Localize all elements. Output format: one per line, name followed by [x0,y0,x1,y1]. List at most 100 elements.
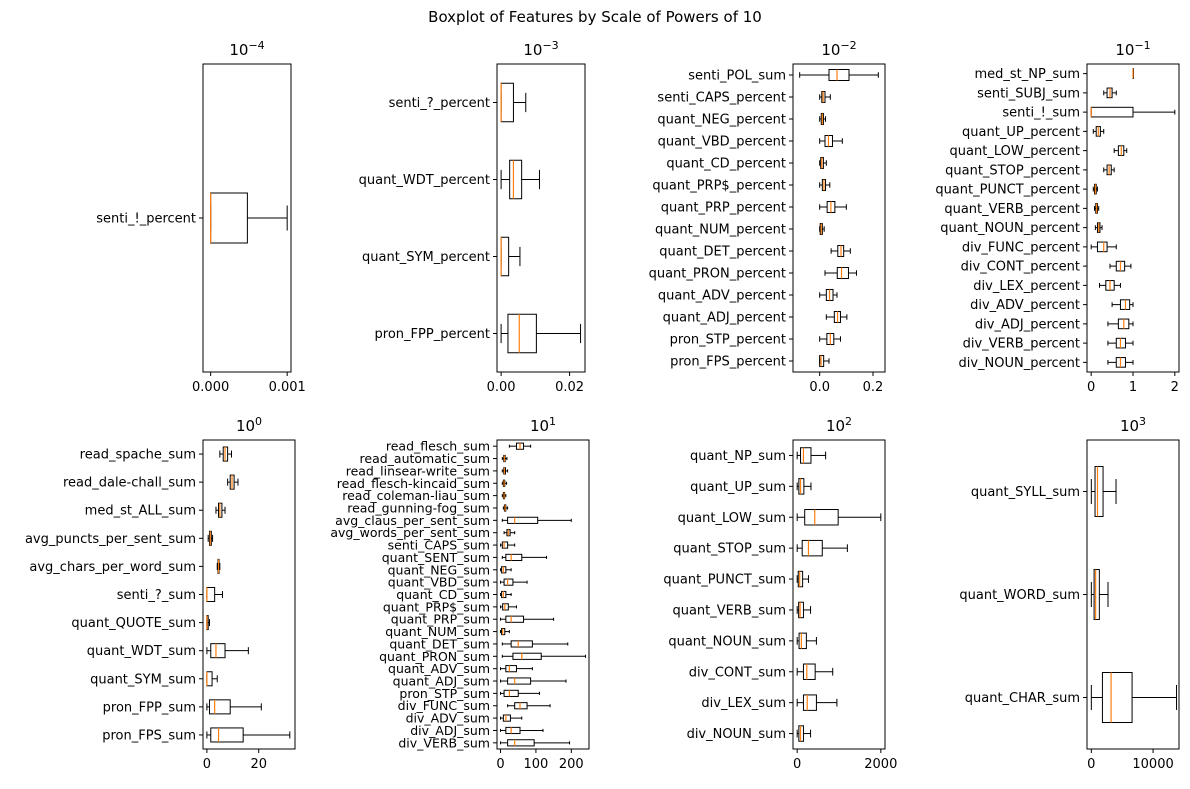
y-tick-label: quant_PRP$_sum [383,599,490,614]
y-tick-label: div_NOUN_percent [958,356,1080,371]
iqr-box [1101,672,1133,723]
iqr-box [802,663,816,680]
box-div_FUNC_percent: div_FUNC_percent [962,240,1117,255]
box-quant_NUM_percent: quant_NUM_percent [655,223,825,238]
iqr-box [512,652,542,660]
y-tick-label: div_FUNC_sum [398,698,490,713]
iqr-box [1096,241,1108,253]
box-pron_FPP_percent: pron_FPP_percent [375,313,582,354]
iqr-box [500,82,514,123]
x-tick-label: 0 [1087,757,1095,772]
y-tick-label: div_CONT_sum [689,665,786,680]
iqr-box [804,509,839,526]
x-tick-label: 0 [1087,380,1095,395]
box-pron_STP_sum: pron_STP_sum [399,686,540,701]
x-tick-label: 0 [203,757,211,772]
y-tick-label: read_dale-chall_sum [63,476,196,491]
iqr-box [797,570,804,588]
y-tick-label: div_VERB_percent [963,337,1080,352]
y-tick-label: senti_POL_sum [688,69,786,84]
box-quant_PRP_sum: quant_PRP_sum [391,612,555,627]
y-tick-label: avg_words_per_sent_sum [330,525,490,540]
y-tick-label: quant_ADJ_percent [663,311,786,326]
box-quant_ADV_sum: quant_ADV_sum [388,661,533,676]
box-div_CONT_percent: div_CONT_percent [961,260,1132,275]
box-pron_FPS_sum: pron_FPS_sum [102,727,291,743]
box-quant_VERB_sum: quant_VERB_sum [672,601,812,618]
figure-title: Boxplot of Features by Scale of Powers o… [428,8,762,26]
subplot-title: 102 [826,415,852,435]
x-tick-label: 100 [524,757,549,772]
iqr-box [836,267,849,279]
y-tick-label: quant_PUNCT_sum [663,573,786,588]
iqr-box [507,677,532,685]
y-tick-label: quant_NOUN_percent [940,221,1080,236]
y-tick-label: div_LEX_percent [973,279,1080,294]
x-tick-label: 2 [1171,380,1179,395]
box-quant_QUOTE_sum: quant_QUOTE_sum [71,615,210,631]
y-tick-label: quant_STOP_percent [945,163,1080,178]
y-tick-label: read_gunning-fog_sum [347,500,490,515]
box-read_spache_sum: read_spache_sum [80,446,233,463]
subplot-5: 100 0 20 read_spache_sum read_dale-chall_sum… [25,415,296,772]
y-tick-label: quant_ADV_sum [388,661,490,676]
y-tick-label: quant_NP_sum [690,449,786,464]
y-tick-label: pron_FPP_sum [103,700,196,715]
x-tick-label: 200 [559,757,584,772]
box-senti_?_percent: senti_?_percent [389,82,527,123]
subplot-2: 10−3 0.00 0.02 senti_?_percent quant_WDT_per… [359,39,586,395]
y-tick-label: quant_SYM_sum [90,672,196,687]
box-read_gunning-fog_sum: read_gunning-fog_sum [347,500,509,515]
box-quant_SYM_percent: quant_SYM_percent [362,236,521,277]
box-avg_claus_per_sent_sum: avg_claus_per_sent_sum [335,513,572,528]
box-quant_DET_percent: quant_DET_percent [659,245,851,260]
subplot-title: 100 [236,415,262,435]
box-senti_POL_sum: senti_POL_sum [688,69,879,84]
subplot-title: 101 [530,415,556,435]
y-tick-label: senti_?_sum [117,588,196,603]
y-tick-label: read_automatic_sum [360,451,490,466]
box-div_FUNC_sum: div_FUNC_sum [398,698,551,713]
x-tick-label: 0.0 [809,380,830,395]
box-quant_NEG_sum: quant_NEG_sum [388,562,512,577]
x-tick-label: 10000 [1132,757,1173,772]
box-div_VERB_percent: div_VERB_percent [963,337,1134,352]
box-quant_LOW_sum: quant_LOW_sum [678,509,882,526]
box-quant_SYLL_sum: quant_SYLL_sum [971,466,1117,517]
y-tick-label: quant_NUM_sum [385,624,490,639]
y-tick-label: read_coleman-liau_sum [342,488,490,503]
y-tick-label: quant_CHAR_sum [965,691,1080,706]
y-tick-label: pron_FPP_percent [375,327,490,342]
box-med_st_ALL_sum: med_st_ALL_sum [85,502,226,519]
iqr-box [507,739,535,747]
iqr-box [1093,569,1100,620]
box-senti_!_percent: senti_!_percent [96,192,288,244]
y-tick-label: med_st_ALL_sum [85,504,196,519]
box-read_dale-chall_sum: read_dale-chall_sum [63,474,239,491]
x-tick-label: 0 [793,757,801,772]
y-tick-label: senti_CAPS_sum [388,538,490,553]
y-tick-label: avg_claus_per_sent_sum [335,513,490,528]
box-quant_NP_sum: quant_NP_sum [690,447,827,464]
box-quant_VERB_percent: quant_VERB_percent [944,202,1100,217]
y-tick-label: quant_NEG_sum [388,562,490,577]
box-quant_CD_percent: quant_CD_percent [666,157,827,172]
y-tick-label: avg_puncts_per_sent_sum [25,532,196,547]
y-tick-label: quant_PRON_sum [379,649,490,664]
box-quant_CD_sum: quant_CD_sum [396,587,512,602]
y-tick-label: div_ADJ_percent [975,317,1080,332]
y-tick-label: quant_WDT_percent [359,173,490,188]
subplot-title: 10−2 [821,39,856,59]
box-quant_PRP$_sum: quant_PRP$_sum [383,599,517,614]
iqr-box [500,236,510,277]
y-tick-label: read_spache_sum [80,448,196,463]
y-tick-label: quant_PRON_percent [649,267,786,282]
iqr-box [801,539,823,557]
y-tick-label: quant_PRP_percent [661,201,786,216]
subplot-title: 10−3 [523,39,558,59]
box-quant_NOUN_sum: quant_NOUN_sum [668,632,817,649]
y-tick-label: quant_WORD_sum [959,588,1080,603]
box-read_automatic_sum: read_automatic_sum [360,451,508,466]
y-tick-label: quant_VERB_sum [672,603,786,618]
